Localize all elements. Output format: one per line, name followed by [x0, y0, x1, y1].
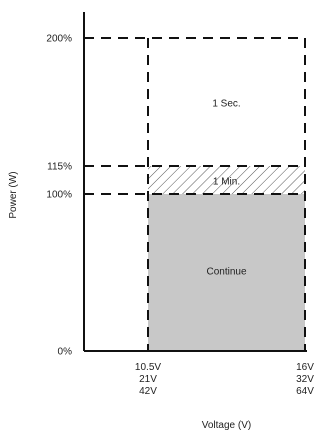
x-axis-title: Voltage (V)	[202, 420, 251, 431]
x-tick-label: 32V	[296, 374, 314, 385]
y-tick-label: 100%	[46, 190, 72, 201]
region-continue	[148, 194, 305, 351]
y-tick-label: 115%	[47, 162, 72, 173]
regions-layer	[148, 166, 305, 351]
region-label: 1 Min.	[213, 177, 240, 188]
x-tick-label: 21V	[139, 374, 157, 385]
y-axis-title: Power (W)	[8, 171, 19, 218]
y-tick-label: 0%	[58, 347, 73, 358]
region-1-min	[148, 166, 305, 194]
axes-layer	[83, 12, 307, 352]
x-tick-label: 16V	[296, 362, 314, 373]
x-tick-label: 64V	[296, 386, 314, 397]
region-label: Continue	[206, 267, 246, 278]
x-tick-label: 10.5V	[135, 362, 161, 373]
region-label: 1 Sec.	[212, 99, 240, 110]
x-tick-label: 42V	[139, 386, 157, 397]
y-tick-label: 200%	[46, 34, 72, 45]
